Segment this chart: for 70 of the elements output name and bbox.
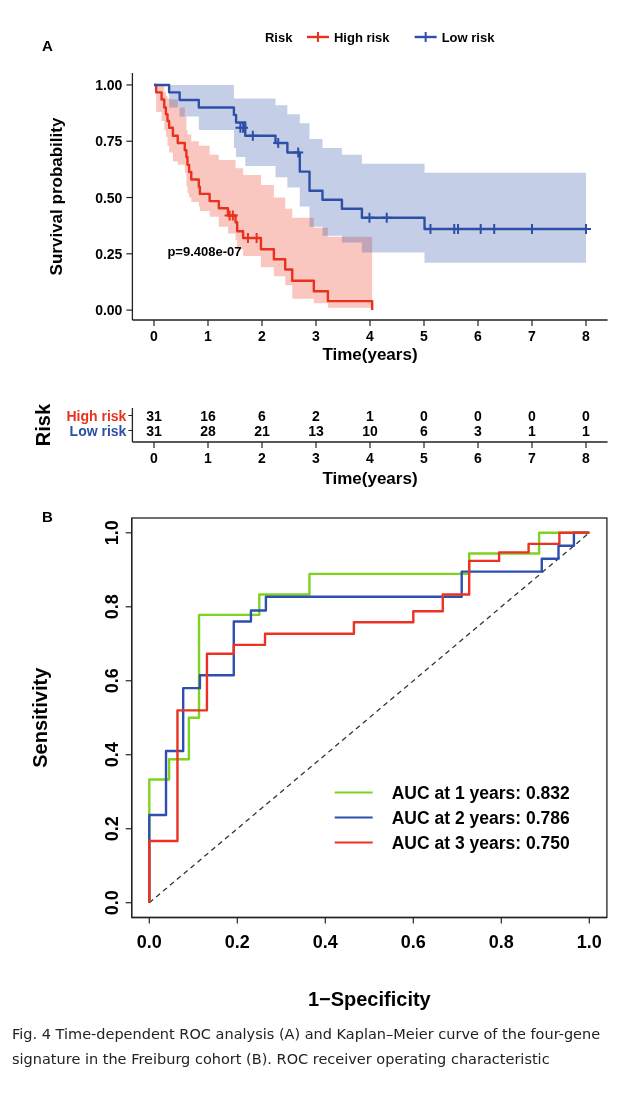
data-label: 6 xyxy=(258,407,267,424)
legend-label: AUC at 3 years: 0.750 xyxy=(391,832,570,853)
chart-title: A xyxy=(42,37,53,54)
x-axis-title: Time(years) xyxy=(322,345,418,364)
data-label: 10 xyxy=(362,422,378,439)
x-tick-label: 0.0 xyxy=(136,931,162,952)
legend-title: Risk xyxy=(264,30,294,45)
data-label: 28 xyxy=(200,422,216,439)
x-tick-label: 1.0 xyxy=(576,931,602,952)
data-label: 31 xyxy=(146,422,162,439)
y-axis-title: Risk xyxy=(32,403,54,447)
x-tick-label: 2 xyxy=(258,450,267,466)
y-tick-label: 0.4 xyxy=(101,742,122,768)
data-label: 31 xyxy=(146,407,162,424)
y-tick-label: 0.8 xyxy=(101,594,122,620)
data-label: 1 xyxy=(582,422,591,439)
x-tick-label: 4 xyxy=(366,450,375,466)
legend-label: AUC at 1 years: 0.832 xyxy=(391,782,570,803)
data-label: 1 xyxy=(366,407,375,424)
x-tick-label: 2 xyxy=(258,328,267,344)
x-axis-title: 1−Specificity xyxy=(307,988,432,1010)
x-tick-label: 6 xyxy=(474,450,483,466)
data-label: 1 xyxy=(528,422,537,439)
caption: Fig. 4 Time-dependent ROC analysis (A) and Kaplan–Meier curve of the four-gene signature in the Freiburg cohort (B). ROC receiver operating characteristic xyxy=(12,1024,602,1069)
x-tick-label: 7 xyxy=(528,450,537,466)
y-tick-label: 1.0 xyxy=(101,520,122,546)
data-label: 2 xyxy=(312,407,321,424)
data-label: 0 xyxy=(474,407,483,424)
data-label: 13 xyxy=(308,422,324,439)
data-label: 0 xyxy=(420,407,429,424)
x-tick-label: 7 xyxy=(528,328,537,344)
y-tick-label: 0.6 xyxy=(101,668,122,694)
data-label: 16 xyxy=(200,407,216,424)
y-tick-label: 0.00 xyxy=(95,302,123,319)
y-axis-title: Survival probability xyxy=(47,117,66,276)
y-tick-label: 0.75 xyxy=(95,133,123,150)
x-tick-label: 3 xyxy=(312,450,321,466)
x-axis-title: Time(years) xyxy=(322,469,418,488)
y-tick-label: High risk xyxy=(66,407,127,424)
x-tick-label: 8 xyxy=(582,450,591,466)
x-tick-label: 5 xyxy=(420,328,429,344)
annotation: p=9.408e-07 xyxy=(167,243,242,259)
x-tick-label: 0.2 xyxy=(224,931,250,952)
y-tick-label: 1.00 xyxy=(95,76,123,93)
y-tick-label: 0.25 xyxy=(95,245,123,262)
x-tick-label: 6 xyxy=(474,328,483,344)
data-label: 21 xyxy=(254,422,270,439)
legend-label: Low risk xyxy=(441,30,496,45)
data-label: 0 xyxy=(582,407,591,424)
x-tick-label: 3 xyxy=(312,328,321,344)
y-tick-label: 0.0 xyxy=(101,890,122,916)
x-tick-label: 5 xyxy=(420,450,429,466)
x-tick-label: 8 xyxy=(582,328,591,344)
legend-label: AUC at 2 years: 0.786 xyxy=(391,807,570,828)
x-tick-label: 1 xyxy=(204,328,213,344)
x-tick-label: 0 xyxy=(150,450,159,466)
x-tick-label: 0.4 xyxy=(312,931,338,952)
x-tick-label: 0.6 xyxy=(400,931,426,952)
x-tick-label: 0 xyxy=(150,328,159,344)
x-tick-label: 1 xyxy=(204,450,213,466)
chart-title: B xyxy=(42,508,53,525)
legend-label: High risk xyxy=(333,30,391,45)
data-label: 0 xyxy=(528,407,537,424)
y-tick-label: 0.50 xyxy=(95,189,123,206)
x-tick-label: 0.8 xyxy=(488,931,514,952)
data-label: 6 xyxy=(420,422,429,439)
y-axis-title: Sensitivity xyxy=(29,666,51,768)
x-tick-label: 4 xyxy=(366,328,375,344)
y-tick-label: 0.2 xyxy=(101,816,122,842)
data-label: 3 xyxy=(474,422,483,439)
